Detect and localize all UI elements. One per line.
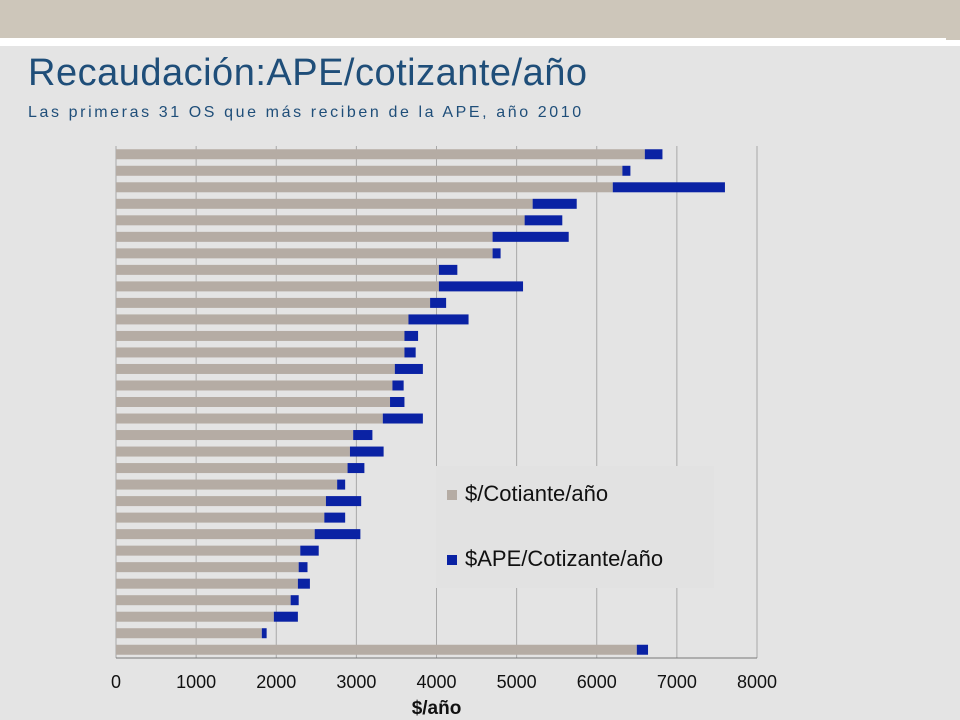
bar-ape	[622, 165, 631, 176]
bar-ape	[492, 231, 569, 242]
bar-cotizante	[116, 628, 262, 639]
bar-ape	[353, 430, 373, 441]
x-tick-label: 4000	[416, 672, 456, 692]
bar-cotizante	[116, 562, 299, 573]
bar-ape	[390, 397, 405, 407]
bar-cotizante	[116, 595, 291, 606]
bar-ape	[404, 330, 419, 341]
bar-cotizante	[116, 446, 350, 457]
bar-cotizante	[116, 165, 623, 176]
bar-cotizante	[116, 248, 493, 259]
x-tick-label: 1000	[176, 672, 216, 692]
x-tick-label: 7000	[657, 672, 697, 692]
x-tick-label: 3000	[336, 672, 376, 692]
x-tick-label: 2000	[256, 672, 296, 692]
bar-cotizante	[116, 578, 298, 589]
bar-cotizante	[116, 330, 405, 341]
legend-label: $APE/Cotizante/año	[465, 546, 663, 571]
bar-cotizante	[116, 363, 395, 374]
top-divider-accent	[946, 38, 960, 40]
bar-ape	[532, 198, 577, 209]
bar-ape	[324, 512, 346, 523]
bar-ape	[430, 297, 447, 308]
bar-cotizante	[116, 463, 348, 474]
bar-ape	[394, 363, 423, 374]
bar-ape	[298, 562, 308, 573]
legend-label: $/Cotiante/año	[465, 481, 608, 506]
bar-ape	[644, 149, 663, 160]
bar-cotizante	[116, 264, 439, 275]
bar-cotizante	[116, 215, 525, 226]
bar-ape	[337, 479, 346, 490]
bar-ape	[392, 380, 404, 391]
x-tick-label: 5000	[497, 672, 537, 692]
bar-ape	[636, 644, 649, 655]
bar-cotizante	[116, 496, 326, 507]
x-tick-label: 8000	[737, 672, 777, 692]
bar-ape	[347, 463, 365, 474]
bar-cotizante	[116, 297, 431, 308]
x-tick-label: 0	[111, 672, 121, 692]
bar-cotizante	[116, 149, 645, 160]
bar-cotizante	[116, 479, 338, 490]
bar-cotizante	[116, 347, 405, 358]
bar-ape	[297, 578, 310, 589]
bar-ape	[300, 545, 319, 556]
bar-cotizante	[116, 198, 533, 209]
top-divider-line	[0, 38, 960, 46]
top-decorative-band	[0, 0, 960, 38]
bar-cotizante	[116, 182, 613, 193]
bar-ape	[273, 611, 298, 622]
bar-ape	[382, 413, 423, 424]
bar-ape	[612, 182, 725, 193]
page-title: Recaudación:APE/cotizante/año	[28, 52, 588, 94]
bar-ape	[314, 529, 361, 540]
bar-ape	[325, 496, 362, 507]
bar-cotizante	[116, 231, 493, 242]
bar-cotizante	[116, 545, 301, 556]
bar-ape	[261, 628, 267, 639]
bar-ape	[438, 281, 524, 292]
legend-swatch-cotizante	[447, 490, 457, 500]
bar-cotizante	[116, 314, 409, 325]
x-tick-label: 6000	[577, 672, 617, 692]
bar-cotizante	[116, 529, 315, 540]
x-axis-title: $/año	[412, 698, 462, 719]
bar-ape	[524, 215, 563, 226]
bar-cotizante	[116, 430, 354, 441]
bar-ape	[290, 595, 299, 606]
bar-cotizante	[116, 413, 383, 424]
bar-ape	[438, 264, 458, 275]
bar-ape	[408, 314, 469, 325]
bar-ape	[404, 347, 416, 358]
legend-box	[436, 466, 714, 588]
bar-cotizante	[116, 397, 391, 407]
bar-cotizante	[116, 644, 637, 655]
bar-cotizante	[116, 512, 325, 523]
legend-swatch-ape	[447, 555, 457, 565]
bar-cotizante	[116, 281, 439, 292]
bar-cotizante	[116, 380, 393, 391]
bar-ape	[492, 248, 501, 259]
bar-cotizante	[116, 611, 274, 622]
bar-ape	[349, 446, 384, 457]
page-subtitle: Las primeras 31 OS que más reciben de la…	[28, 104, 584, 121]
